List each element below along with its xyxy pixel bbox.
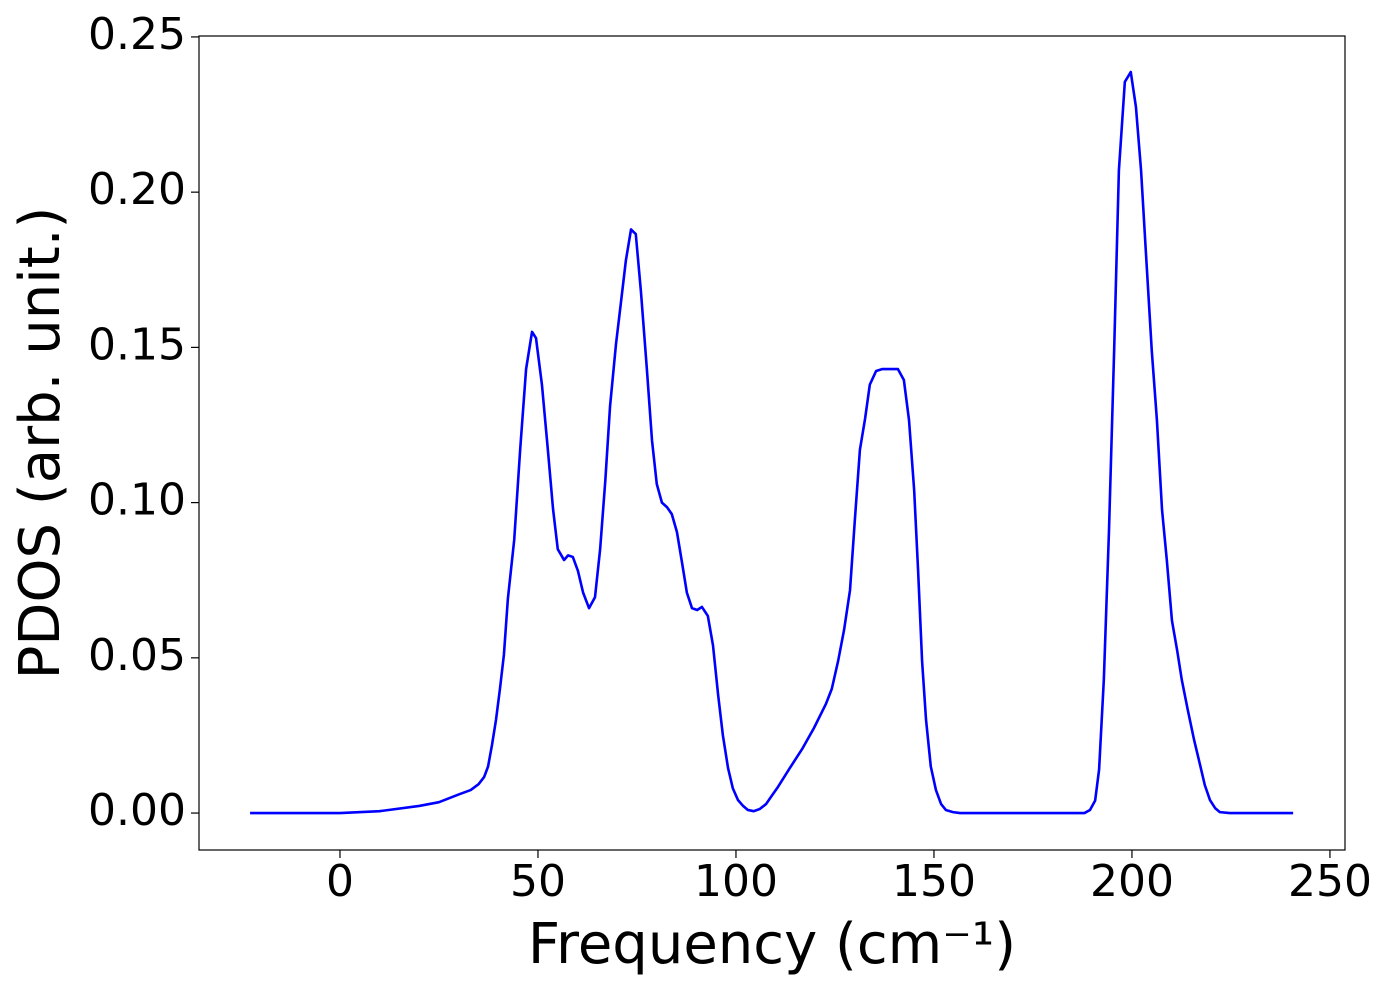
x-tick-label: 50 [510, 856, 566, 907]
x-tick-label: 200 [1090, 856, 1174, 907]
x-axis-label: Frequency (cm⁻¹) [528, 912, 1016, 977]
x-tick-label: 150 [892, 856, 976, 907]
y-tick-label: 0.15 [88, 319, 186, 370]
y-tick-label: 0.05 [88, 630, 186, 681]
x-tick-label: 250 [1288, 856, 1372, 907]
x-tick-label: 0 [326, 856, 354, 907]
pdos-line [250, 70, 1294, 815]
y-tick-label: 0.10 [88, 475, 186, 526]
y-tick-label: 0.20 [88, 164, 186, 215]
plot-frame [198, 35, 1346, 851]
y-axis-label: PDOS (arb. unit.) [8, 207, 73, 680]
y-tick-label: 0.00 [88, 785, 186, 836]
y-tick-label: 0.25 [88, 9, 186, 60]
x-tick-label: 100 [694, 856, 778, 907]
